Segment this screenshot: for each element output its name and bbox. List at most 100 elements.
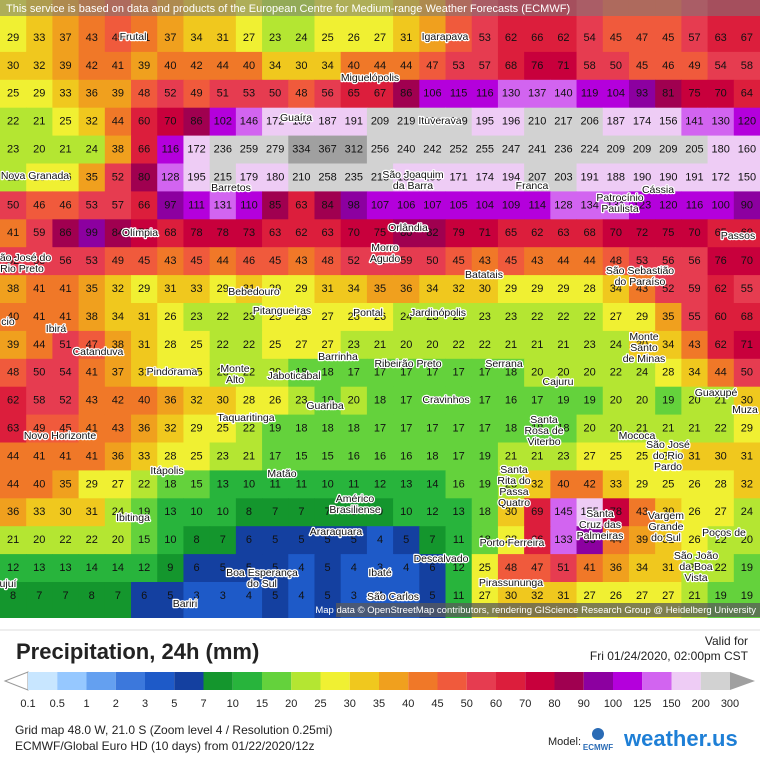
grid-value: 73 (243, 227, 255, 239)
legend-label: 40 (402, 698, 414, 710)
grid-cell (445, 135, 473, 164)
grid-value: 37 (164, 32, 176, 44)
grid-cell (707, 275, 735, 304)
grid-cell (157, 386, 184, 416)
grid-cell (131, 247, 158, 276)
grid-value: 23 (452, 311, 464, 323)
legend-swatch (349, 672, 379, 690)
grid-cell (314, 358, 342, 388)
grid-value: 23 (479, 311, 491, 323)
grid-cell (576, 163, 604, 192)
grid-value: 80 (400, 227, 412, 239)
city-label: Santa (586, 508, 614, 520)
grid-cell (78, 554, 106, 583)
grid-cell (288, 191, 315, 220)
grid-cell (524, 386, 551, 416)
grid-cell (157, 51, 184, 81)
grid-value: 65 (715, 227, 727, 239)
grid-cell (550, 275, 578, 304)
grid-value: 206 (580, 116, 598, 128)
grid-value: 236 (214, 144, 232, 156)
grid-cell (209, 51, 237, 81)
grid-value: 41 (112, 60, 124, 72)
grid-value: 44 (217, 255, 229, 267)
grid-value: 179 (240, 171, 258, 183)
grid-value: 116 (686, 199, 704, 211)
grid-cell (366, 442, 394, 471)
grid-value: 19 (479, 450, 491, 462)
grid-cell (602, 219, 630, 248)
grid-cell (602, 303, 630, 332)
grid-cell (602, 498, 630, 527)
grid-value: 8 (193, 534, 199, 546)
grid-cell (131, 582, 158, 619)
grid-value: 4 (246, 590, 252, 602)
grid-value: 194 (502, 171, 520, 183)
grid-cell (26, 442, 53, 471)
grid-value: 120 (659, 199, 677, 211)
grid-cell (655, 191, 682, 220)
grid-cell (78, 275, 106, 304)
grid-cell (52, 442, 80, 471)
grid-cell (707, 526, 735, 555)
grid-value: 46 (243, 255, 255, 267)
grid-value: 5 (325, 562, 331, 574)
grid-value: 24 (688, 562, 700, 574)
grid-cell (445, 79, 473, 109)
grid-value: 13 (59, 562, 71, 574)
grid-cell (681, 51, 709, 81)
legend-swatch (496, 672, 526, 690)
grid-value: 224 (580, 144, 598, 156)
city-label: Agudo (370, 253, 401, 265)
grid-value: 50 (269, 88, 281, 100)
grid-value: 23 (217, 450, 229, 462)
grid-value: 40 (348, 60, 360, 72)
grid-value: 4 (298, 590, 304, 602)
grid-value: 20 (269, 367, 281, 379)
grid-value: 23 (269, 32, 281, 44)
grid-value: 217 (554, 116, 572, 128)
grid-cell (576, 554, 604, 583)
grid-value: 22 (217, 311, 229, 323)
grid-cell (288, 219, 315, 248)
grid-cell (52, 303, 80, 332)
grid-cell (576, 79, 604, 109)
grid-value: 31 (400, 32, 412, 44)
grid-cell (733, 498, 760, 527)
grid-value: 67 (374, 88, 386, 100)
grid-cell (419, 135, 447, 164)
grid-value: 17 (479, 367, 491, 379)
grid-cell (366, 414, 394, 443)
footer-line: Grid map 48.0 W, 21.0 S (Zoom level 4 / … (15, 723, 332, 737)
grid-value: 141 (685, 116, 703, 128)
grid-cell (0, 582, 27, 619)
grid-cell (681, 386, 709, 416)
grid-value: 53 (86, 255, 98, 267)
grid-cell (733, 51, 760, 81)
grid-value: 31 (217, 32, 229, 44)
grid-value: 45 (505, 255, 517, 267)
grid-cell (131, 79, 158, 109)
grid-cell (209, 275, 237, 304)
brand[interactable]: weather.us (623, 726, 738, 751)
legend-label: 5 (171, 698, 177, 710)
grid-value: 5 (246, 562, 252, 574)
grid-value: 54 (584, 32, 596, 44)
grid-cell (340, 79, 368, 109)
grid-cell (524, 107, 551, 137)
grid-cell (393, 442, 420, 471)
grid-value: 30 (505, 590, 517, 602)
grid-value: 29 (7, 32, 19, 44)
grid-value: 99 (86, 227, 98, 239)
grid-value: 53 (636, 255, 648, 267)
grid-value: 18 (426, 450, 438, 462)
grid-value: 172 (712, 171, 730, 183)
city-label: Batatais (465, 269, 503, 281)
grid-cell (733, 107, 760, 137)
grid-cell (524, 135, 551, 164)
grid-value: 28 (584, 283, 596, 295)
grid-cell (314, 303, 342, 332)
grid-cell (26, 275, 53, 304)
grid-cell (576, 303, 604, 332)
grid-value: 18 (479, 534, 491, 546)
